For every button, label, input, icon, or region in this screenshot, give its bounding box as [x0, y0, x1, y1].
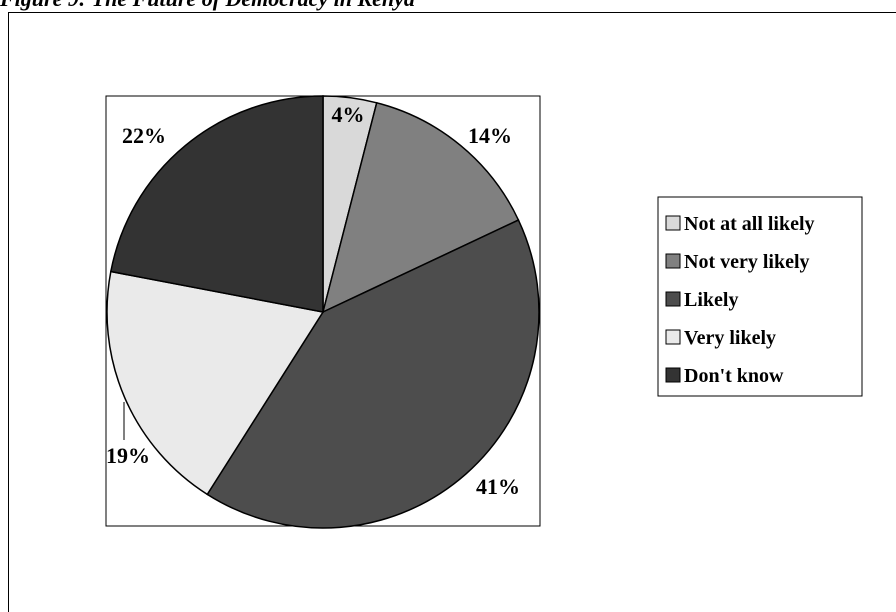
- legend-label-not-at-all-likely: Not at all likely: [684, 213, 815, 235]
- slice-label-not-very-likely: 14%: [468, 123, 512, 148]
- pie-slice-not-very-likely: [321, 101, 520, 314]
- legend-label-not-very-likely: Not very likely: [684, 251, 810, 273]
- legend-label-very-likely: Very likely: [684, 327, 776, 349]
- legend-swatch-don-t-know: [665, 367, 681, 383]
- slice-label-don-t-know: 22%: [122, 123, 166, 148]
- slice-label-very-likely: 19%: [106, 443, 150, 468]
- legend-label-don-t-know: Don't know: [684, 365, 784, 387]
- slice-label-likely: 41%: [476, 474, 520, 499]
- pie-slices: [106, 95, 540, 529]
- pie-slice-likely: [206, 219, 540, 529]
- legend-swatch-very-likely: [665, 329, 681, 345]
- slice-label-not-at-all-likely: 4%: [332, 102, 365, 127]
- legend-box: [657, 196, 863, 397]
- outer-frame: [8, 12, 896, 612]
- pie-chart: 4% 14% 41% 19% 22% Not at all likely Not very…: [105, 95, 863, 529]
- legend-swatch-not-at-all-likely: [665, 215, 681, 231]
- legend-label-likely: Likely: [684, 289, 738, 311]
- pie-slice-very-likely: [106, 270, 325, 496]
- legend-swatch-not-very-likely: [665, 253, 681, 269]
- pie-slice-don-t-know: [109, 95, 324, 313]
- legend: Not at all likely Not very likely Likely Ve…: [665, 213, 815, 387]
- figure-title: Figure 9: The Future of Democracy in Ken…: [0, 0, 415, 10]
- slice-labels: 4% 14% 41% 19% 22%: [106, 102, 520, 499]
- legend-swatch-likely: [665, 291, 681, 307]
